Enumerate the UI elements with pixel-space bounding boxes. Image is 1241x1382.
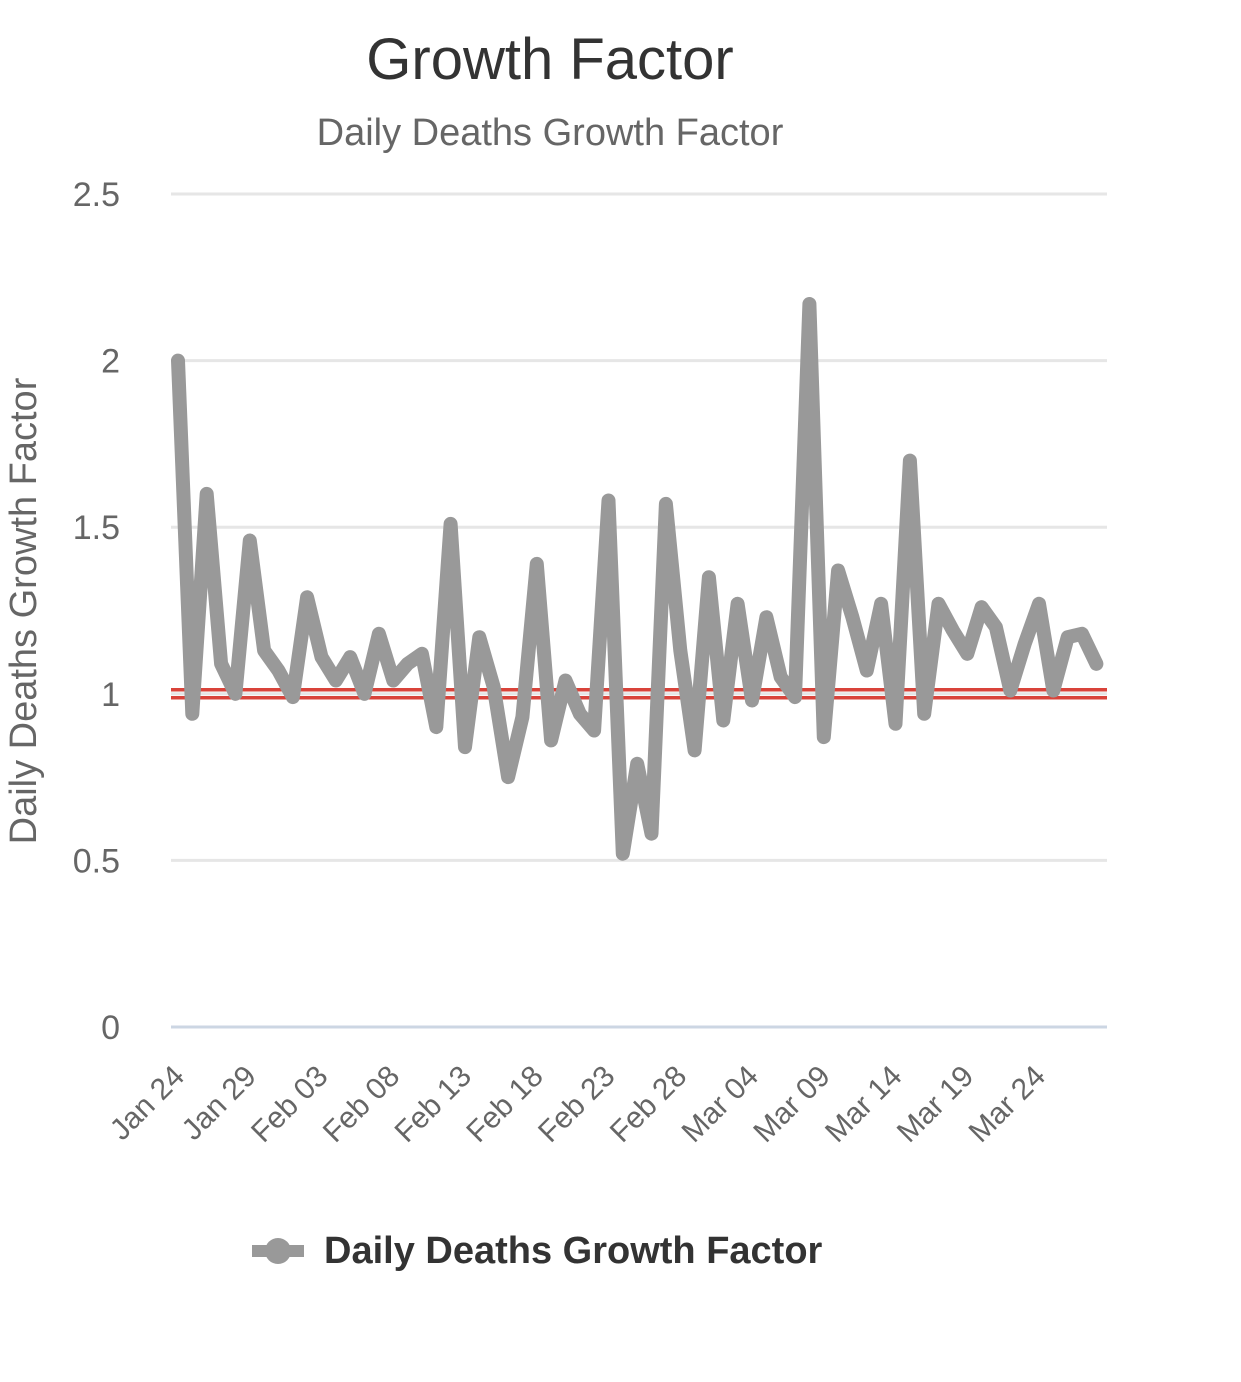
x-tick-label: Mar 24 bbox=[963, 1060, 1052, 1149]
x-tick-label: Mar 19 bbox=[891, 1060, 980, 1149]
x-tick-label: Feb 28 bbox=[604, 1060, 693, 1149]
x-tick-label: Jan 29 bbox=[176, 1060, 263, 1147]
y-tick-label: 2 bbox=[101, 343, 120, 381]
y-tick-label: 0 bbox=[101, 1009, 120, 1047]
y-tick-label: 1 bbox=[101, 676, 120, 714]
y-tick-label: 1.5 bbox=[73, 509, 120, 547]
x-tick-label: Mar 14 bbox=[819, 1060, 908, 1149]
x-tick-label: Feb 08 bbox=[317, 1060, 406, 1149]
x-tick-label: Mar 09 bbox=[747, 1060, 836, 1149]
x-tick-label: Feb 18 bbox=[460, 1060, 549, 1149]
legend[interactable]: Daily Deaths Growth Factor bbox=[250, 1226, 822, 1276]
x-tick-label: Feb 03 bbox=[245, 1060, 334, 1149]
y-tick-label: 2.5 bbox=[73, 176, 120, 214]
series-line[interactable] bbox=[171, 297, 1104, 861]
x-tick-label: Feb 23 bbox=[532, 1060, 621, 1149]
x-tick-label: Feb 13 bbox=[389, 1060, 478, 1149]
y-axis-label: Daily Deaths Growth Factor bbox=[3, 377, 45, 844]
legend-line-marker-icon bbox=[252, 1238, 304, 1264]
chart-title: Growth Factor bbox=[366, 27, 734, 92]
legend-label: Daily Deaths Growth Factor bbox=[324, 1229, 823, 1272]
x-tick-label: Jan 24 bbox=[104, 1060, 191, 1147]
y-tick-label: 0.5 bbox=[73, 842, 120, 880]
chart-subtitle: Daily Deaths Growth Factor bbox=[316, 112, 784, 154]
x-tick-label: Mar 04 bbox=[676, 1060, 765, 1149]
